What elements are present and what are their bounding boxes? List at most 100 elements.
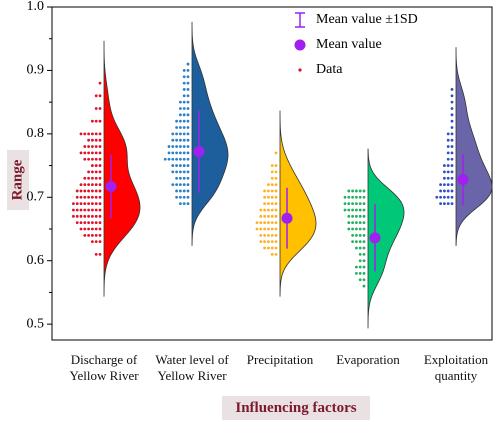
mean-point: [369, 232, 381, 244]
data-point: [446, 151, 450, 155]
data-row: [75, 221, 102, 225]
data-row: [98, 81, 102, 85]
data-point: [351, 214, 354, 218]
y-tick-label: 1.0: [27, 0, 45, 14]
data-point: [79, 132, 83, 136]
data-point: [91, 157, 94, 161]
data-point: [186, 183, 190, 187]
data-point: [91, 164, 94, 167]
data-row: [263, 189, 278, 193]
data-point: [439, 183, 442, 187]
data-row: [179, 100, 190, 104]
data-point: [94, 151, 98, 155]
data-row: [83, 145, 102, 148]
data-point: [79, 151, 83, 155]
data-point: [274, 246, 278, 250]
data-row: [358, 252, 366, 256]
data-point: [263, 189, 266, 193]
data-row: [270, 170, 278, 174]
data-point: [179, 100, 182, 104]
data-point: [358, 189, 362, 193]
data-row: [450, 126, 454, 129]
data-row: [259, 214, 278, 218]
data-row: [175, 176, 190, 180]
x-tick-label: Evaporation: [336, 352, 400, 367]
data-point: [91, 195, 94, 199]
data-row: [182, 81, 190, 85]
data-point: [186, 126, 190, 129]
data-point: [186, 145, 190, 148]
data-row: [182, 75, 190, 79]
data-point: [182, 195, 186, 199]
data-point: [362, 259, 366, 263]
legend-symbol: [298, 68, 302, 72]
data-row: [450, 113, 454, 117]
data-point: [98, 164, 102, 167]
data-point: [87, 195, 90, 199]
data-point: [267, 240, 270, 244]
data-point: [94, 157, 98, 161]
data-point: [98, 176, 102, 180]
data-point: [274, 240, 278, 244]
data-point: [87, 145, 90, 148]
x-tick-label: Exploitation quantity: [423, 352, 489, 383]
data-point: [94, 233, 98, 237]
data-point: [175, 126, 179, 129]
data-point: [267, 214, 270, 218]
data-row: [446, 145, 454, 148]
data-point: [446, 202, 450, 206]
data-point: [91, 145, 94, 148]
data-point: [91, 214, 94, 218]
data-point: [171, 151, 175, 155]
data-point: [179, 119, 182, 123]
data-point: [182, 151, 186, 155]
data-point: [182, 119, 186, 123]
data-point: [358, 265, 362, 269]
data-point: [87, 202, 90, 206]
data-point: [98, 119, 102, 123]
data-row: [171, 164, 190, 167]
data-point: [94, 164, 98, 167]
data-point: [75, 195, 79, 199]
data-point: [83, 145, 87, 148]
data-point: [186, 170, 190, 174]
data-point: [83, 233, 87, 237]
data-point: [263, 214, 266, 218]
data-point: [98, 157, 102, 161]
data-row: [179, 107, 190, 110]
data-point: [362, 189, 366, 193]
data-point: [355, 208, 358, 212]
data-point: [186, 176, 190, 180]
data-point: [450, 145, 454, 148]
data-point: [186, 202, 190, 206]
data-point: [270, 227, 274, 231]
data-point: [87, 208, 90, 212]
data-point: [179, 164, 182, 167]
data-row: [83, 176, 102, 180]
data-point: [450, 164, 454, 167]
data-point: [175, 170, 179, 174]
data-row: [355, 246, 366, 250]
data-point: [186, 113, 190, 117]
data-point: [186, 107, 190, 110]
data-row: [163, 157, 190, 161]
data-point: [175, 119, 179, 123]
data-point: [94, 94, 98, 98]
data-row: [259, 208, 278, 212]
data-point: [362, 208, 366, 212]
data-point: [450, 183, 454, 187]
data-row: [270, 252, 278, 256]
data-point: [94, 176, 98, 180]
data-point: [182, 107, 186, 110]
data-point: [94, 189, 98, 193]
data-row: [343, 195, 366, 199]
data-point: [186, 119, 190, 123]
data-point: [443, 195, 446, 199]
data-row: [75, 195, 102, 199]
data-point: [362, 227, 366, 231]
data-point: [75, 221, 79, 225]
data-point: [450, 100, 454, 104]
data-point: [274, 208, 278, 212]
data-point: [98, 151, 102, 155]
data-point: [255, 227, 259, 231]
